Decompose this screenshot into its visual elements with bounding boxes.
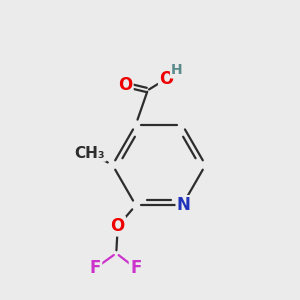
Text: O: O xyxy=(118,76,132,94)
Text: H: H xyxy=(171,63,183,77)
Text: N: N xyxy=(177,196,191,214)
Text: CH₃: CH₃ xyxy=(75,146,105,160)
Text: F: F xyxy=(90,259,101,277)
Text: F: F xyxy=(130,259,141,277)
Text: O: O xyxy=(159,70,173,88)
Text: O: O xyxy=(111,217,125,235)
